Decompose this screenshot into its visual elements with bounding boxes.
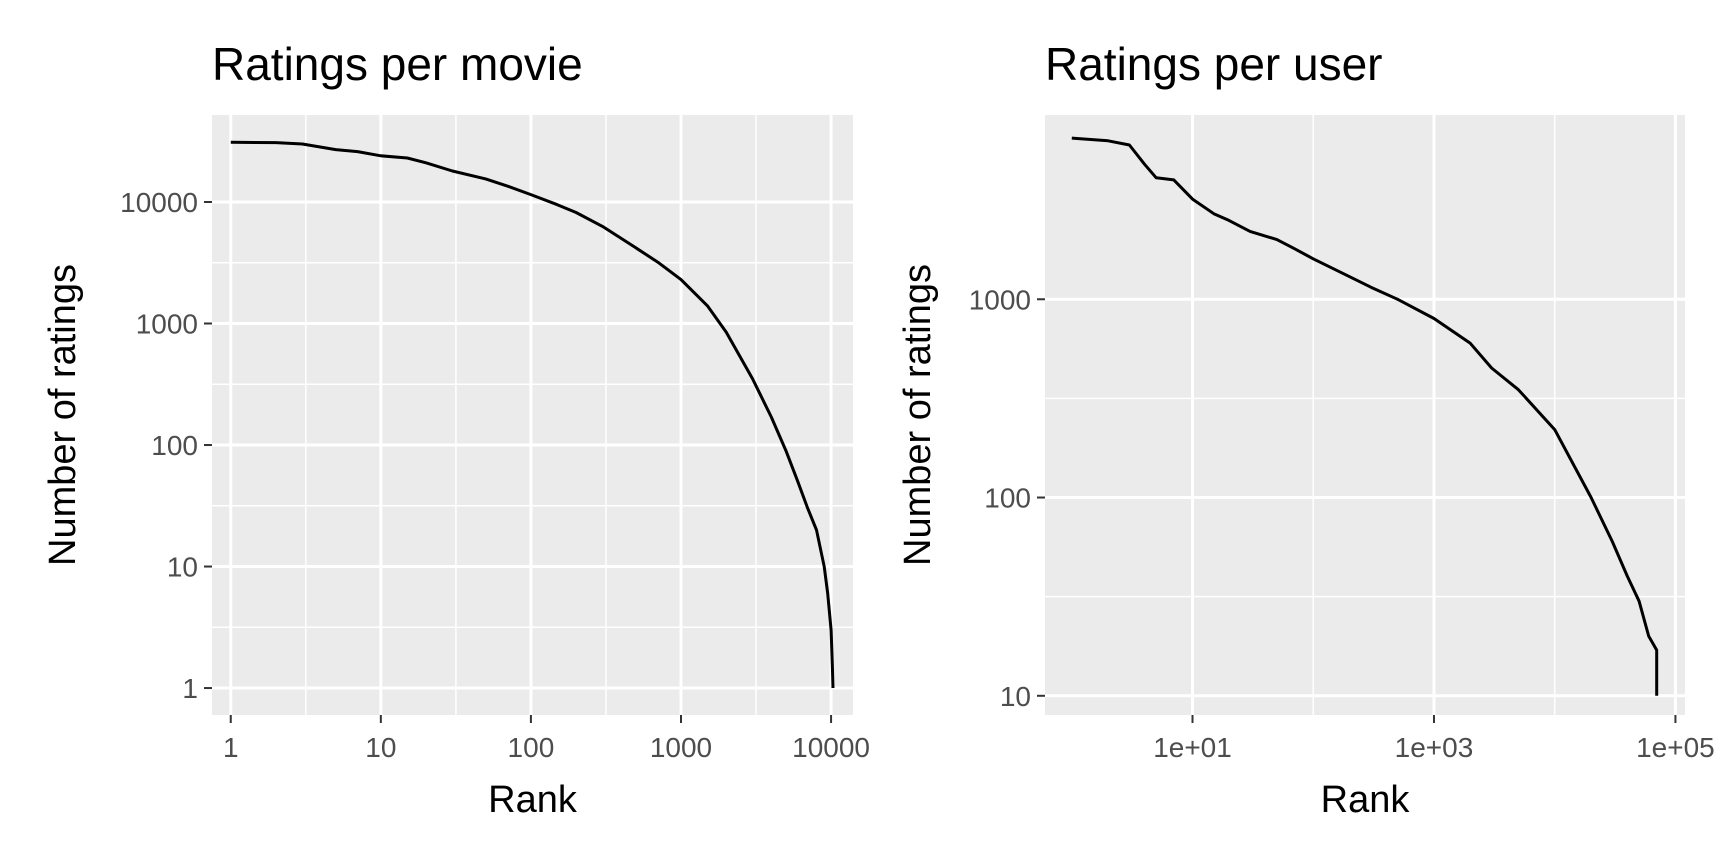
y-tick-label: 1 xyxy=(182,673,198,704)
x-tick-label: 1e+03 xyxy=(1395,732,1474,763)
series-line xyxy=(230,140,835,689)
chart-title: Ratings per movie xyxy=(212,38,583,90)
x-axis-ticks: 1 10 100 1000 10000 xyxy=(223,715,870,763)
y-axis-title: Number of ratings xyxy=(42,264,84,566)
x-axis-ticks: 1e+01 1e+03 1e+05 xyxy=(1153,715,1715,763)
x-tick-label: 1 xyxy=(223,732,239,763)
y-axis-ticks: 1 10 100 1000 10000 xyxy=(120,187,212,704)
x-tick-label: 1e+05 xyxy=(1636,732,1715,763)
user-ratings-chart: Ratings per user 1e+01 1e+03 1e+05 1010010… xyxy=(897,38,1715,821)
y-axis-title: Number of ratings xyxy=(897,264,939,566)
grid-lines xyxy=(212,115,853,715)
y-tick-label: 10 xyxy=(1000,681,1031,712)
series-line xyxy=(1071,136,1659,696)
x-tick-label: 100 xyxy=(508,732,555,763)
movie-ratings-chart: Ratings per movie 1 10 100 1000 10000 1 10 100… xyxy=(42,38,870,821)
x-tick-label: 1000 xyxy=(650,732,712,763)
y-tick-label: 10 xyxy=(167,552,198,583)
plot-panel xyxy=(212,115,853,715)
x-tick-label: 10 xyxy=(365,732,396,763)
x-axis-title: Rank xyxy=(1321,779,1411,821)
y-tick-label: 1000 xyxy=(136,309,198,340)
plot-panel xyxy=(1045,115,1685,715)
x-axis-title: Rank xyxy=(488,779,578,821)
y-axis-ticks: 10 100 1000 xyxy=(969,284,1045,712)
y-tick-label: 100 xyxy=(151,430,198,461)
x-tick-label: 1e+01 xyxy=(1153,732,1232,763)
y-tick-label: 100 xyxy=(984,483,1031,514)
y-tick-label: 1000 xyxy=(969,284,1031,315)
chart-title: Ratings per user xyxy=(1045,38,1383,90)
x-tick-label: 10000 xyxy=(792,732,870,763)
grid-lines xyxy=(1045,115,1685,715)
y-tick-label: 10000 xyxy=(120,187,198,218)
